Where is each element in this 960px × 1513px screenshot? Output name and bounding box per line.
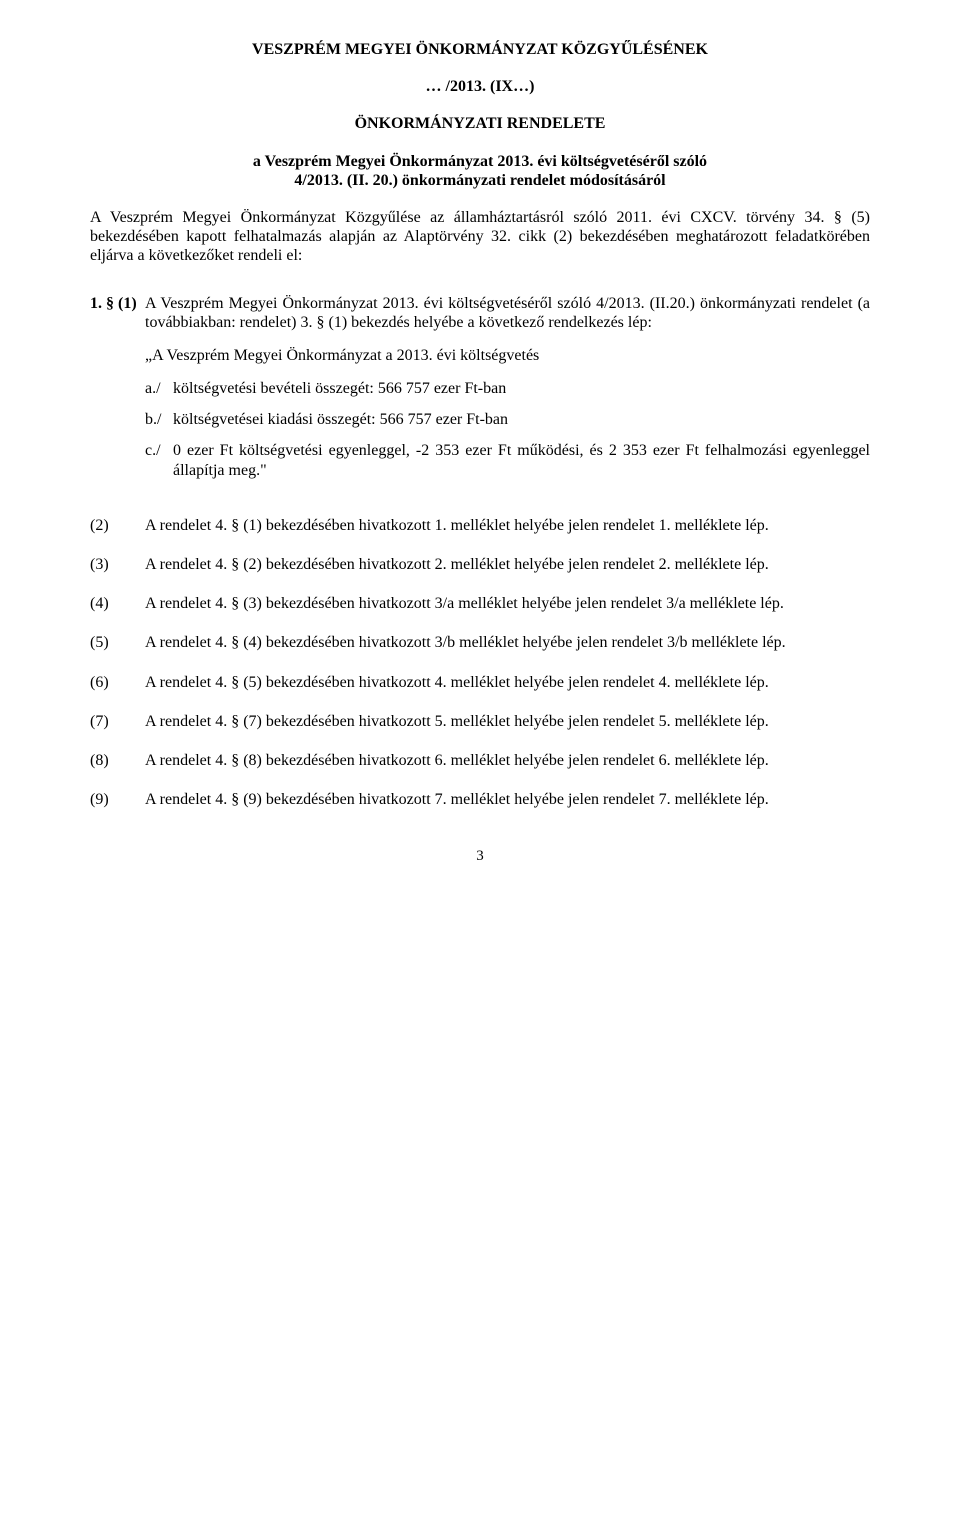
doc-title-line1: VESZPRÉM MEGYEI ÖNKORMÁNYZAT KÖZGYŰLÉSÉN…: [90, 40, 870, 59]
subsection-body: A rendelet 4. § (4) bekezdésében hivatko…: [145, 633, 870, 652]
subsection-label: (2): [90, 516, 145, 535]
doc-title-line3: ÖNKORMÁNYZATI RENDELETE: [90, 114, 870, 133]
quote-intro: „A Veszprém Megyei Önkormányzat a 2013. …: [145, 346, 870, 365]
subsection: (4) A rendelet 4. § (3) bekezdésében hiv…: [90, 594, 870, 613]
subsection-body: A rendelet 4. § (3) bekezdésében hivatko…: [145, 594, 870, 613]
subsection-body: A rendelet 4. § (9) bekezdésében hivatko…: [145, 790, 870, 809]
subsection: (3) A rendelet 4. § (2) bekezdésében hiv…: [90, 555, 870, 574]
subsection: (6) A rendelet 4. § (5) bekezdésében hiv…: [90, 673, 870, 692]
section-label: 1. § (1): [90, 294, 145, 496]
doc-title-line2: … /2013. (IX…): [90, 77, 870, 96]
section-body: A Veszprém Megyei Önkormányzat 2013. évi…: [145, 294, 870, 496]
letter-label: c./: [145, 441, 173, 479]
subsection: (5) A rendelet 4. § (4) bekezdésében hiv…: [90, 633, 870, 652]
preamble: A Veszprém Megyei Önkormányzat Közgyűlés…: [90, 208, 870, 266]
letter-text: költségvetési bevételi összegét: 566 757…: [173, 379, 870, 398]
subsection-label: (7): [90, 712, 145, 731]
subsection: (9) A rendelet 4. § (9) bekezdésében hiv…: [90, 790, 870, 809]
subsection-body: A rendelet 4. § (5) bekezdésében hivatko…: [145, 673, 870, 692]
subsection-label: (8): [90, 751, 145, 770]
doc-subject: a Veszprém Megyei Önkormányzat 2013. évi…: [90, 152, 870, 190]
letter-label: a./: [145, 379, 173, 398]
subsection-label: (9): [90, 790, 145, 809]
section-1-1: 1. § (1) A Veszprém Megyei Önkormányzat …: [90, 294, 870, 496]
subsection-label: (6): [90, 673, 145, 692]
letter-item: c./ 0 ezer Ft költségvetési egyenleggel,…: [145, 441, 870, 479]
letter-text: 0 ezer Ft költségvetési egyenleggel, -2 …: [173, 441, 870, 479]
section-label-text: 1. § (1): [90, 295, 137, 312]
section-body-text: A Veszprém Megyei Önkormányzat 2013. évi…: [145, 295, 870, 331]
doc-subject-line2: 4/2013. (II. 20.) önkormányzati rendelet…: [294, 172, 665, 189]
letter-label: b./: [145, 410, 173, 429]
subsection: (7) A rendelet 4. § (7) bekezdésében hiv…: [90, 712, 870, 731]
subsection: (2) A rendelet 4. § (1) bekezdésében hiv…: [90, 516, 870, 535]
letter-text: költségvetései kiadási összegét: 566 757…: [173, 410, 870, 429]
subsection-label: (4): [90, 594, 145, 613]
subsection-body: A rendelet 4. § (1) bekezdésében hivatko…: [145, 516, 870, 535]
subsection-label: (3): [90, 555, 145, 574]
subsection-body: A rendelet 4. § (2) bekezdésében hivatko…: [145, 555, 870, 574]
subsection: (8) A rendelet 4. § (8) bekezdésében hiv…: [90, 751, 870, 770]
doc-subject-line1: a Veszprém Megyei Önkormányzat 2013. évi…: [253, 153, 707, 170]
subsection-body: A rendelet 4. § (7) bekezdésében hivatko…: [145, 712, 870, 731]
letter-item: a./ költségvetési bevételi összegét: 566…: [145, 379, 870, 398]
page-number: 3: [90, 847, 870, 865]
subsection-label: (5): [90, 633, 145, 652]
letter-list: a./ költségvetési bevételi összegét: 566…: [145, 379, 870, 480]
letter-item: b./ költségvetései kiadási összegét: 566…: [145, 410, 870, 429]
subsection-body: A rendelet 4. § (8) bekezdésében hivatko…: [145, 751, 870, 770]
